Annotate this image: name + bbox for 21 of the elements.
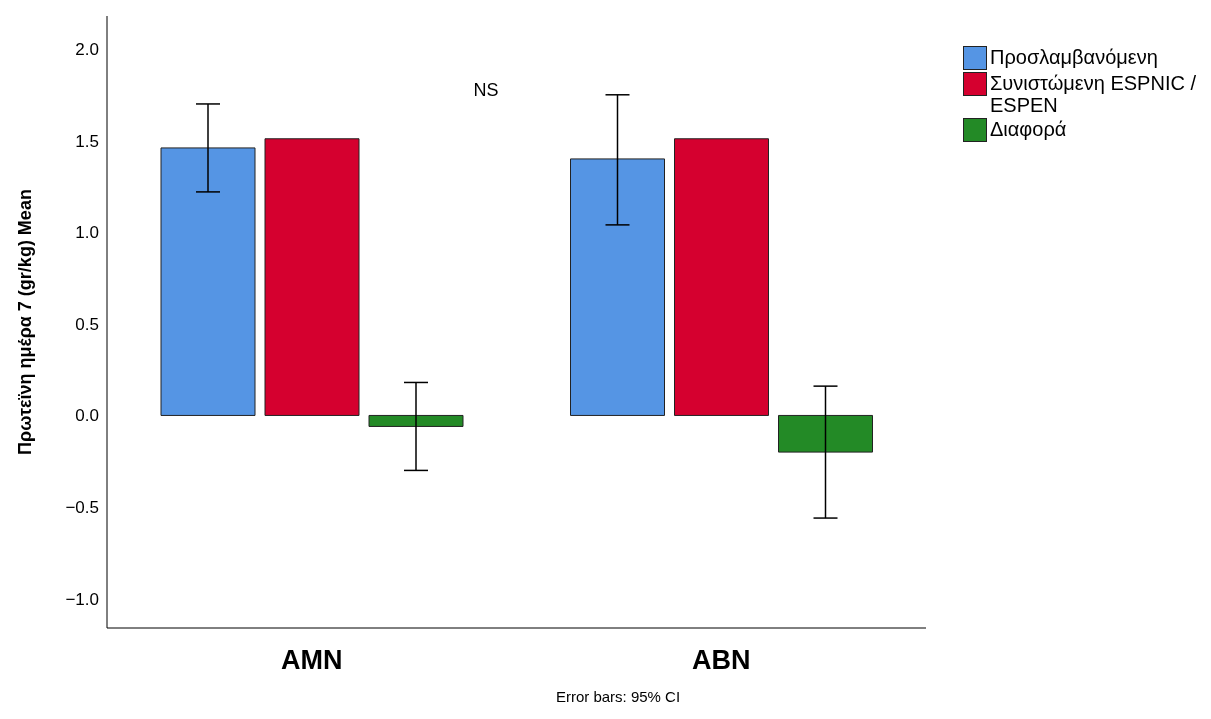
x-tick-label: ABN [692, 645, 751, 676]
y-tick-label: 2.0 [75, 40, 99, 60]
bar [160, 147, 256, 416]
y-tick-label: 0.5 [75, 314, 99, 334]
y-tick-label: 1.5 [75, 131, 99, 151]
y-tick-label: 0.0 [75, 406, 99, 426]
bar [570, 158, 665, 416]
bar [778, 414, 873, 453]
y-tick-label: 1.0 [75, 223, 99, 243]
bar [368, 414, 464, 427]
legend-label: Διαφορά [990, 118, 1067, 140]
legend-label: Συνιστώμενη ESPNIC / ESPEN [990, 72, 1197, 116]
y-axis-title: Πρωτεϊνη ημέρα 7 (gr/kg) Mean [15, 189, 36, 455]
annotation: NS [473, 80, 499, 100]
y-tick-label: −1.0 [65, 589, 99, 609]
bar [674, 138, 769, 416]
y-tick-label: −0.5 [65, 498, 99, 518]
text: Error bars: 95% CI [554, 688, 682, 705]
bar [264, 138, 360, 416]
legend-label: Προσλαμβανόμενη [990, 46, 1158, 68]
x-tick-label: AMN [281, 645, 343, 676]
